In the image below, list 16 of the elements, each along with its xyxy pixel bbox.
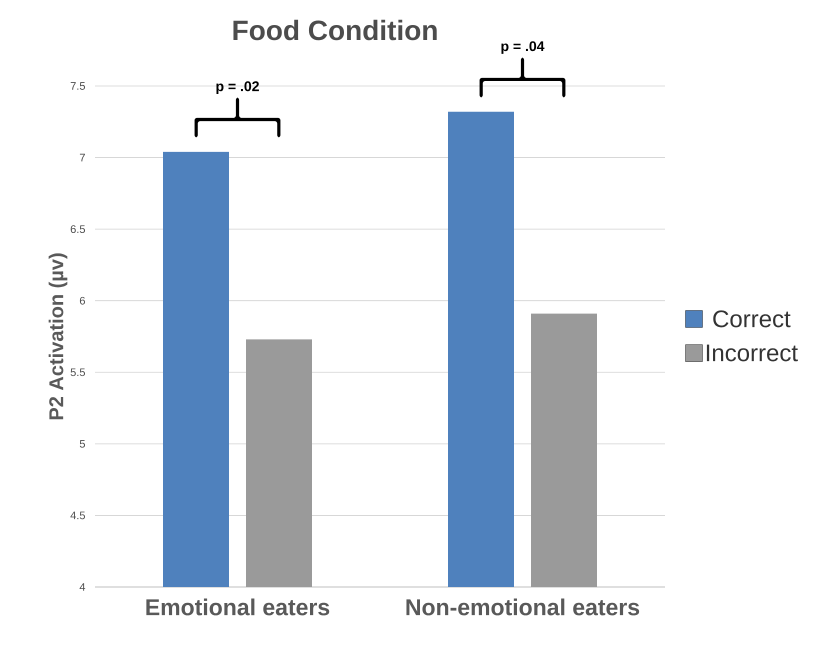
y-axis-title: P2 Activation (µv) [48, 253, 68, 420]
y-tick-label: 6 [80, 296, 85, 305]
x-tick-label: Emotional eaters [146, 598, 330, 616]
y-tick-label: 5.5 [70, 368, 85, 376]
chart-title: Food Condition [233, 20, 437, 40]
x-tick-label: Non-emotional eaters [406, 598, 640, 616]
y-tick-label: 7 [80, 154, 85, 162]
annotation: p = .02 [216, 81, 259, 94]
y-tick-label: 7.5 [70, 82, 85, 90]
legend-label: Correct [713, 310, 791, 328]
y-tick-label: 5 [80, 440, 85, 448]
y-tick-label: 6.5 [70, 225, 85, 234]
y-tick-label: 4.5 [70, 512, 85, 520]
y-tick-label: 4 [80, 583, 86, 591]
text: p = .04 [501, 41, 544, 54]
legend-label: Incorrect [706, 344, 798, 362]
